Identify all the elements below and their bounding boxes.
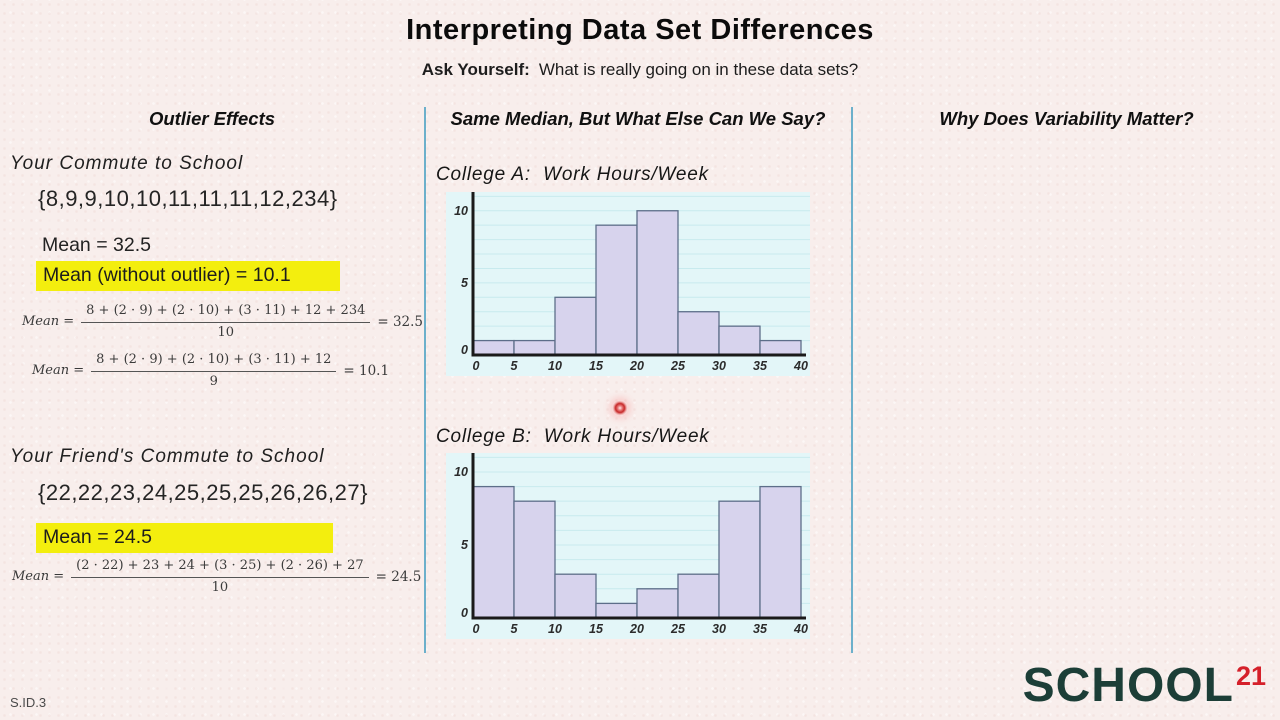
svg-text:35: 35 [753, 359, 768, 373]
column-header-outlier-effects: Outlier Effects [148, 108, 276, 129]
logo-superscript: 21 [1235, 661, 1266, 691]
friend-data-set: {22,22,23,24,25,25,25,26,26,27} [38, 480, 368, 505]
standard-code: S.ID.3 [10, 695, 47, 710]
friend-mean-highlight: Mean = 24.5 [36, 523, 333, 553]
formula-denominator: 10 [217, 324, 235, 340]
formula-result: = 32.5 [377, 313, 424, 330]
commute-data-set: {8,9,9,10,10,11,11,11,12,234} [38, 186, 338, 211]
svg-text:10: 10 [548, 359, 562, 373]
formula-denominator: 9 [209, 373, 218, 389]
svg-text:15: 15 [589, 359, 604, 373]
commute-mean-without-outlier-highlight: Mean (without outlier) = 10.1 [36, 261, 340, 291]
subtitle-ask-label: Ask Yourself: [421, 60, 530, 79]
svg-text:10: 10 [454, 204, 468, 218]
friend-section-title: Your Friend's Commute to School [10, 446, 325, 467]
page-title: Interpreting Data Set Differences [406, 14, 874, 46]
column-divider-2 [851, 107, 853, 653]
college-b-histogram: 0 5 10 0 5 10 15 20 25 30 35 40 [446, 453, 810, 639]
svg-text:20: 20 [629, 622, 644, 636]
svg-text:0: 0 [473, 622, 480, 636]
college-a-histogram: 0 5 10 0 5 10 15 20 25 30 35 40 [446, 192, 810, 376]
commute-mean-value: Mean = 32.5 [42, 234, 151, 256]
subtitle: Ask Yourself: What is really going on in … [0, 60, 1280, 80]
svg-text:0: 0 [461, 606, 468, 620]
svg-text:40: 40 [793, 359, 808, 373]
commute-section-title: Your Commute to School [10, 153, 244, 174]
svg-text:0: 0 [461, 343, 468, 357]
svg-text:35: 35 [753, 622, 768, 636]
subtitle-question: What is really going on in these data se… [538, 60, 859, 79]
column-header-same-median: Same Median, But What Else Can We Say? [450, 108, 826, 129]
svg-text:20: 20 [629, 359, 644, 373]
laser-pointer-dot [612, 400, 628, 416]
school-logo: SCHOOL21 [1022, 659, 1266, 712]
svg-text:15: 15 [589, 622, 604, 636]
formula-fraction: (2 · 22) + 23 + 24 + (3 · 25) + (2 · 26)… [71, 558, 369, 597]
formula-fraction: 8 + (2 · 9) + (2 · 10) + (3 · 11) + 12 9 [91, 352, 337, 391]
column-divider-1 [424, 107, 426, 653]
formula-result: = 10.1 [343, 362, 390, 379]
formula-lhs: Mean = [22, 313, 75, 329]
formula-result: = 24.5 [375, 568, 422, 585]
friend-mean-formula: Mean = (2 · 22) + 23 + 24 + (3 · 25) + (… [12, 558, 421, 597]
mean-formula-with-outlier: Mean = 8 + (2 · 9) + (2 · 10) + (3 · 11)… [22, 303, 423, 342]
mean-formula-without-outlier: Mean = 8 + (2 · 9) + (2 · 10) + (3 · 11)… [32, 352, 389, 391]
column-header-variability: Why Does Variability Matter? [939, 108, 1194, 129]
formula-fraction: 8 + (2 · 9) + (2 · 10) + (3 · 11) + 12 +… [81, 303, 371, 342]
college-a-chart-title: College A: Work Hours/Week [436, 164, 709, 185]
svg-text:5: 5 [511, 622, 519, 636]
svg-text:5: 5 [511, 359, 519, 373]
formula-lhs: Mean = [32, 362, 85, 378]
logo-text: SCHOOL [1022, 659, 1234, 712]
svg-text:10: 10 [454, 465, 468, 479]
svg-text:5: 5 [461, 276, 469, 290]
svg-text:25: 25 [670, 622, 686, 636]
formula-numerator: (2 · 22) + 23 + 24 + (3 · 25) + (2 · 26)… [71, 558, 369, 578]
formula-denominator: 10 [211, 579, 229, 595]
formula-numerator: 8 + (2 · 9) + (2 · 10) + (3 · 11) + 12 +… [81, 303, 371, 323]
formula-numerator: 8 + (2 · 9) + (2 · 10) + (3 · 11) + 12 [91, 352, 337, 372]
svg-text:5: 5 [461, 538, 469, 552]
formula-lhs: Mean = [12, 568, 65, 584]
svg-text:25: 25 [670, 359, 686, 373]
svg-text:10: 10 [548, 622, 562, 636]
svg-text:30: 30 [712, 359, 726, 373]
svg-text:40: 40 [793, 622, 808, 636]
svg-text:0: 0 [473, 359, 480, 373]
college-b-chart-title: College B: Work Hours/Week [436, 426, 710, 447]
svg-text:30: 30 [712, 622, 726, 636]
